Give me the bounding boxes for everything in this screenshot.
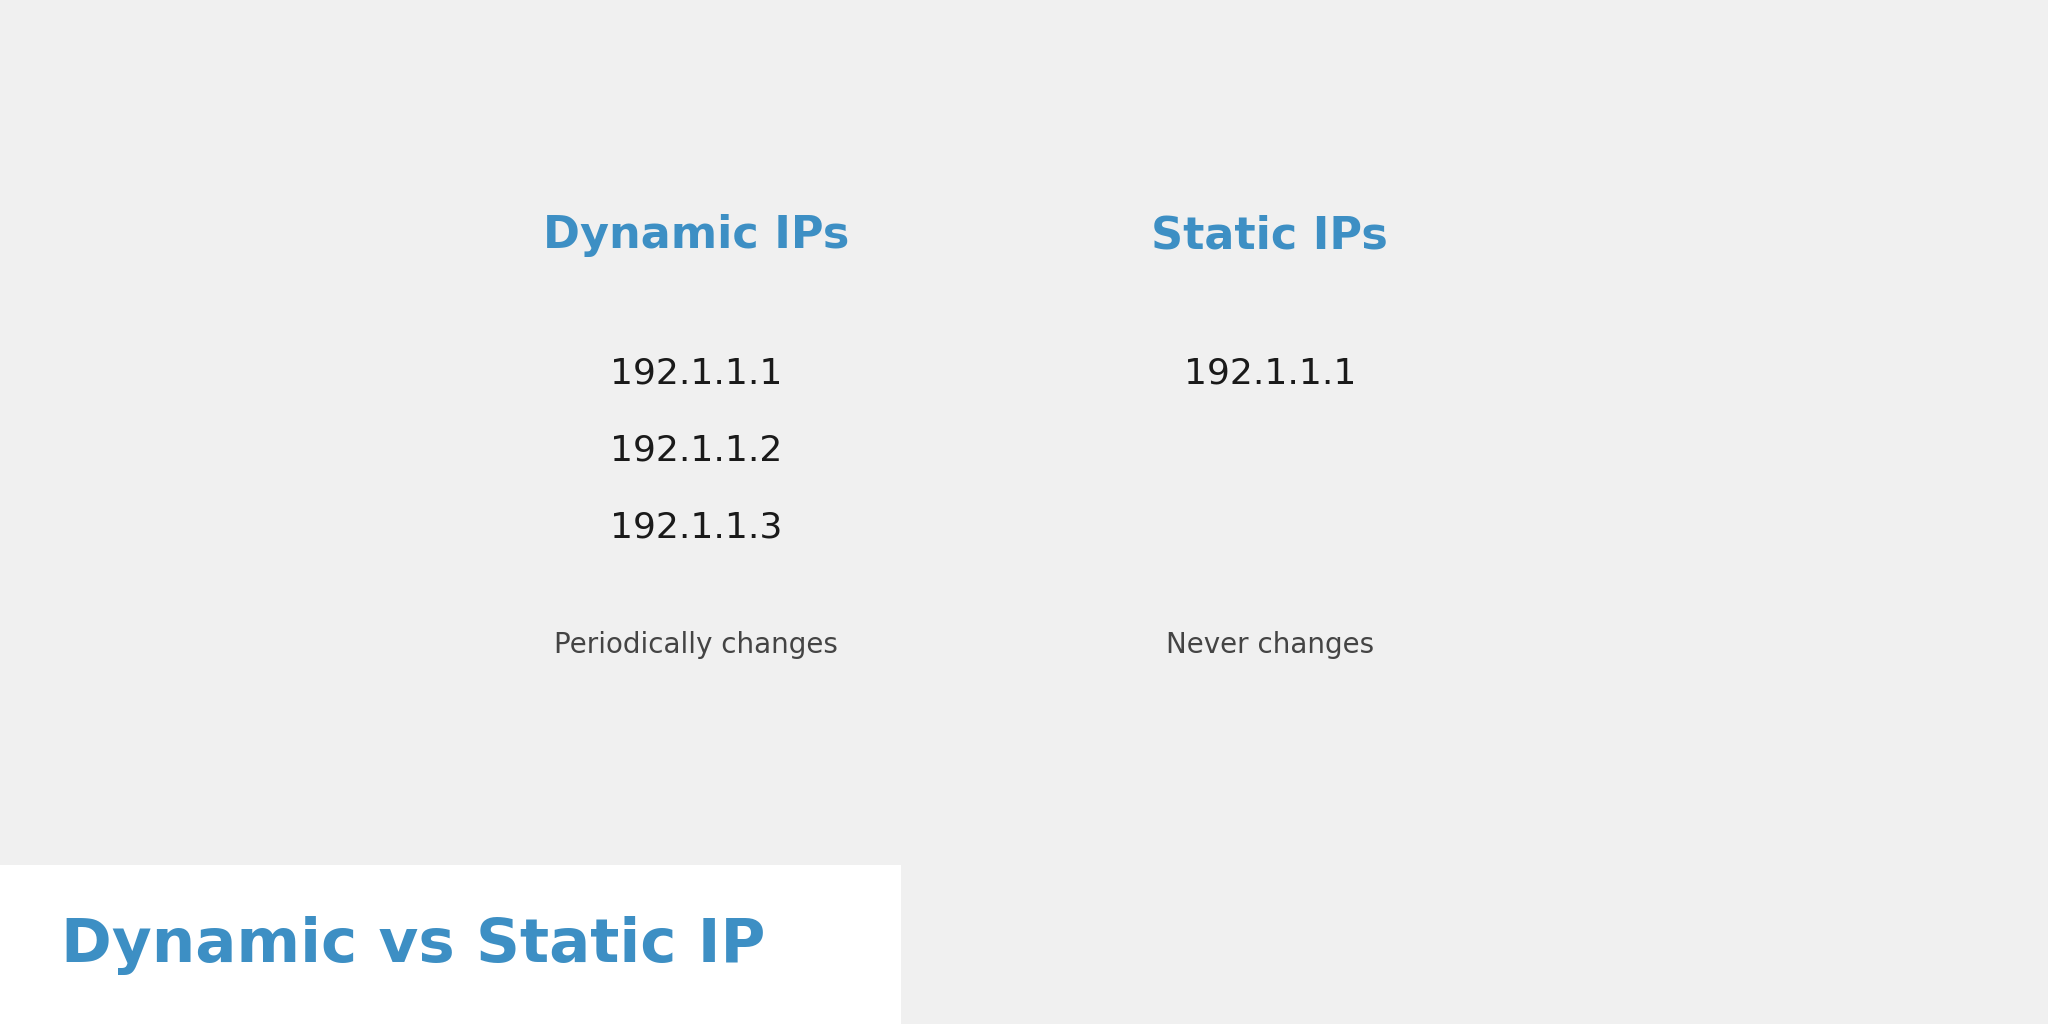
FancyBboxPatch shape — [0, 865, 901, 1024]
Text: 192.1.1.1: 192.1.1.1 — [1184, 356, 1356, 391]
Text: Dynamic IPs: Dynamic IPs — [543, 214, 850, 257]
Text: 192.1.1.1: 192.1.1.1 — [610, 356, 782, 391]
Text: Periodically changes: Periodically changes — [555, 631, 838, 659]
Text: Never changes: Never changes — [1165, 631, 1374, 659]
Text: Static IPs: Static IPs — [1151, 214, 1389, 257]
Text: Dynamic vs Static IP: Dynamic vs Static IP — [61, 915, 766, 975]
Text: 192.1.1.2: 192.1.1.2 — [610, 433, 782, 468]
Text: 192.1.1.3: 192.1.1.3 — [610, 510, 782, 545]
